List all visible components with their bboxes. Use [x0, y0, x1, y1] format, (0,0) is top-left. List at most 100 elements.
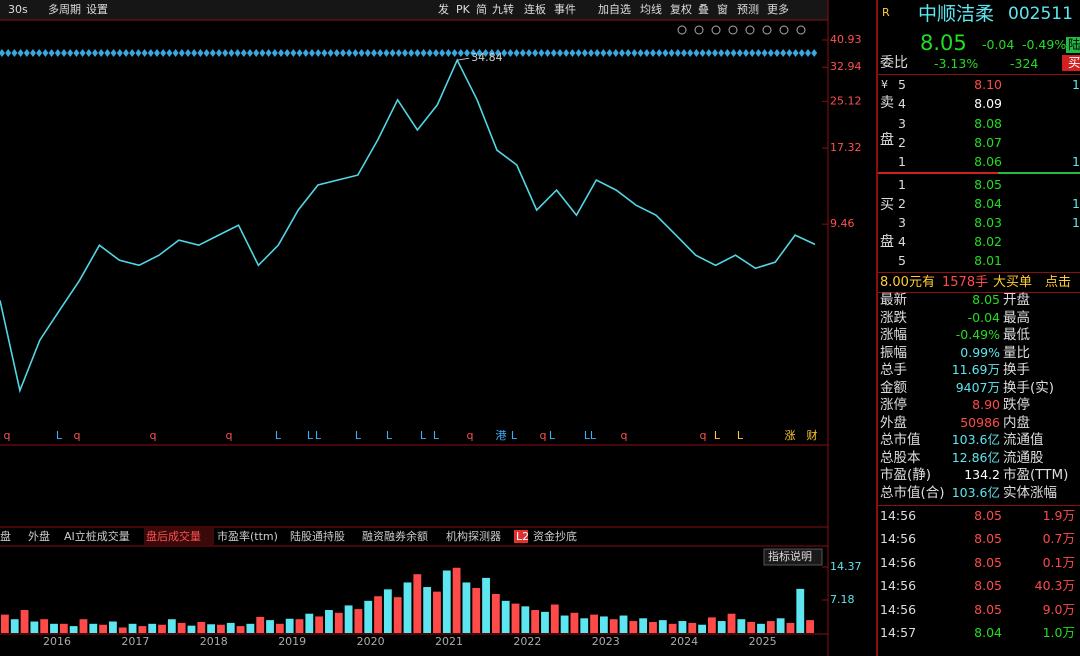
toolbar-item[interactable]: 事件 — [554, 3, 576, 16]
signal-diamond — [234, 49, 241, 57]
level: 2 — [898, 196, 906, 211]
volume-bar — [315, 616, 324, 633]
trade-price: 8.05 — [974, 531, 1002, 547]
toolbar-item[interactable]: 预测 — [737, 3, 759, 16]
tab[interactable]: AI立桩成交量 — [64, 529, 130, 543]
level: 4 — [898, 96, 906, 111]
signal-diamond — [123, 49, 129, 57]
signal-diamond — [445, 49, 452, 57]
signal-diamond — [736, 49, 743, 57]
stat-label: 涨跌 — [880, 309, 907, 326]
signal-diamond — [408, 49, 415, 57]
signal-diamond — [457, 49, 464, 57]
toolbar-item[interactable]: 均线 — [640, 2, 662, 16]
volume-bar — [236, 626, 245, 633]
toolbar-item[interactable]: 简 — [476, 2, 487, 16]
book-price: 8.01 — [974, 253, 1002, 268]
tool-icon — [762, 25, 772, 35]
volume-bar — [609, 619, 618, 633]
book-volume: 1 — [1072, 215, 1080, 230]
price: 8.05 — [920, 31, 967, 55]
big-order: 1578手 — [942, 275, 989, 290]
volume-bar — [727, 613, 736, 633]
volume-bar — [619, 615, 628, 633]
volume-bar — [766, 621, 775, 633]
signal-diamond — [674, 49, 681, 57]
logo: R — [882, 6, 890, 19]
tab[interactable]: 陆股通持股 — [290, 529, 345, 543]
signal-diamond — [383, 49, 390, 57]
tool-icon — [677, 25, 687, 35]
volume-bar — [747, 621, 756, 633]
tab[interactable]: 资金抄底 — [533, 529, 577, 543]
signal-diamond — [222, 49, 229, 57]
stat-value: 103.6亿 — [951, 432, 1000, 447]
toolbar-item[interactable]: PK — [456, 3, 471, 16]
signal-diamond — [216, 49, 222, 57]
volume-bar — [383, 589, 392, 633]
book-volume: 1 — [1072, 77, 1080, 92]
signal-diamond — [761, 49, 768, 57]
tab[interactable]: L2 — [516, 530, 529, 543]
stat-value: 8.90 — [972, 397, 1000, 412]
signal-diamond — [265, 49, 272, 57]
toolbar-item[interactable]: 更多 — [767, 2, 789, 16]
toolbar-item[interactable]: 30s — [8, 3, 28, 16]
signal-diamond — [141, 49, 148, 57]
toolbar-item[interactable]: 九转 — [492, 2, 514, 16]
trade-time: 14:56 — [880, 508, 917, 523]
tab[interactable]: 盘 — [0, 529, 11, 543]
trade-price: 8.05 — [974, 601, 1002, 617]
volume-bar — [79, 619, 88, 633]
indicator-button[interactable]: 指标说明 — [768, 549, 812, 563]
toolbar-item[interactable]: 多周期 — [48, 2, 81, 16]
peak-label: 34.84 — [471, 51, 503, 64]
volume-bar — [462, 582, 471, 633]
volume-bar — [403, 582, 412, 633]
signal-diamond — [129, 49, 136, 57]
book-price: 8.02 — [974, 234, 1002, 249]
event-marker: L — [56, 429, 63, 442]
y-tick-label: 7.18 — [830, 593, 855, 606]
signal-diamond — [643, 49, 650, 57]
trade-button[interactable]: 买 — [1062, 55, 1080, 71]
toolbar-item[interactable]: 连板 — [524, 2, 546, 16]
tab[interactable]: 盘后成交量 — [146, 529, 201, 543]
stat-label: 实体涨幅 — [1003, 484, 1057, 501]
toolbar-item[interactable]: 复权 — [670, 2, 692, 16]
x-tick-label: 2017 — [121, 635, 149, 648]
signal-diamond — [774, 49, 780, 57]
tab[interactable]: 市盈率(ttm) — [217, 529, 278, 543]
signal-diamond — [340, 49, 346, 57]
volume-bar — [128, 623, 137, 633]
volume-bar — [668, 623, 677, 633]
volume-bar — [639, 618, 648, 633]
y-tick-label: 14.37 — [830, 560, 862, 573]
toolbar-item[interactable]: 窗 — [717, 2, 728, 16]
volume-bar — [266, 620, 274, 633]
x-tick-label: 2024 — [670, 635, 698, 648]
toolbar-item[interactable]: 发 — [438, 2, 449, 16]
signal-diamond — [402, 49, 408, 57]
level: 1 — [898, 177, 906, 192]
volume-bar — [678, 621, 687, 633]
toolbar-item[interactable]: 加自选 — [598, 3, 631, 16]
volume-bar — [197, 621, 206, 633]
stat-label: 跌停 — [1003, 397, 1030, 413]
trade-volume: 40.3万 — [1034, 578, 1075, 594]
toolbar-item[interactable]: 设置 — [86, 3, 108, 16]
tab[interactable]: 融资融券余额 — [362, 529, 428, 543]
stat-label: 内盘 — [1003, 414, 1030, 431]
tab[interactable]: 机构探测器 — [446, 529, 501, 543]
signal-diamond — [98, 49, 105, 57]
volume-bar — [541, 611, 549, 633]
price-line — [0, 58, 816, 394]
volume-bar — [167, 619, 176, 633]
panel-divider — [876, 0, 878, 656]
signal-diamond — [625, 49, 632, 57]
toolbar-item[interactable]: 叠 — [698, 3, 709, 16]
signal-diamond — [687, 49, 694, 57]
toolbar-bg — [0, 0, 828, 20]
stat-label: 量比 — [1003, 344, 1030, 361]
tab[interactable]: 外盘 — [28, 529, 50, 543]
